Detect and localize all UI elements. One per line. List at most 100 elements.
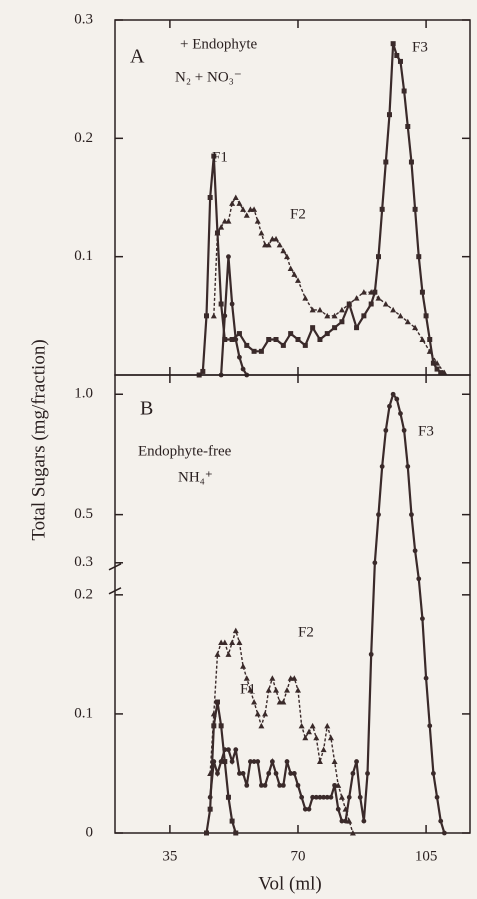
marker xyxy=(218,759,224,764)
y-tick-label: 1.0 xyxy=(74,386,93,402)
marker xyxy=(409,512,414,518)
marker xyxy=(222,747,228,753)
marker xyxy=(327,734,334,741)
annotation: F2 xyxy=(298,624,314,640)
marker xyxy=(346,818,353,824)
marker xyxy=(338,306,345,313)
marker xyxy=(390,306,397,313)
marker xyxy=(210,312,217,319)
marker xyxy=(229,200,236,206)
marker xyxy=(324,722,331,729)
marker xyxy=(207,806,213,812)
x-tick-label: 35 xyxy=(162,848,177,864)
y-tick-label: 0.5 xyxy=(74,506,93,522)
marker xyxy=(214,230,221,236)
marker xyxy=(317,794,323,800)
marker xyxy=(398,411,403,416)
marker xyxy=(379,464,385,469)
marker xyxy=(372,560,378,566)
marker xyxy=(361,313,367,319)
marker xyxy=(372,289,378,295)
annotation: + Endophyte xyxy=(180,36,258,52)
marker xyxy=(434,366,440,372)
marker xyxy=(229,337,235,342)
marker xyxy=(310,325,316,331)
marker xyxy=(258,722,265,729)
marker xyxy=(277,782,283,788)
marker xyxy=(240,366,246,372)
marker xyxy=(222,759,228,765)
marker xyxy=(269,675,276,681)
annotation: NH₄⁺ xyxy=(178,469,213,485)
marker xyxy=(350,771,356,776)
marker xyxy=(306,806,312,812)
marker xyxy=(412,206,418,212)
annotation: F2 xyxy=(290,206,306,222)
marker xyxy=(266,771,272,776)
marker xyxy=(218,723,224,729)
marker xyxy=(353,295,360,301)
marker xyxy=(426,348,433,354)
marker xyxy=(386,112,392,118)
marker xyxy=(320,746,327,753)
marker xyxy=(295,782,301,788)
marker xyxy=(226,254,231,260)
plot-frame xyxy=(114,374,471,834)
marker xyxy=(254,710,261,717)
marker xyxy=(405,124,411,129)
marker xyxy=(284,759,290,764)
x-tick-label: 105 xyxy=(415,848,438,864)
marker xyxy=(368,289,375,295)
marker xyxy=(214,699,220,705)
marker xyxy=(225,651,232,657)
marker xyxy=(266,337,272,342)
panel-label: A xyxy=(130,46,145,68)
marker xyxy=(222,337,228,342)
marker xyxy=(390,391,396,397)
marker xyxy=(262,710,269,717)
marker xyxy=(221,639,228,645)
marker xyxy=(244,782,250,788)
marker xyxy=(309,722,316,729)
marker xyxy=(229,759,235,764)
marker xyxy=(273,771,279,776)
annotation: F3 xyxy=(418,423,434,439)
marker xyxy=(226,747,231,753)
marker xyxy=(237,354,242,360)
marker xyxy=(284,253,291,260)
marker xyxy=(316,758,323,765)
marker xyxy=(232,194,239,200)
marker xyxy=(401,427,407,433)
marker xyxy=(255,759,261,764)
marker xyxy=(405,464,411,469)
marker xyxy=(244,342,250,348)
marker xyxy=(438,370,444,376)
marker xyxy=(309,306,316,313)
marker xyxy=(331,758,338,765)
marker xyxy=(287,265,294,271)
marker xyxy=(233,337,239,342)
marker xyxy=(427,337,433,342)
marker xyxy=(262,782,268,788)
marker xyxy=(441,369,448,376)
marker xyxy=(269,759,275,764)
marker xyxy=(229,818,235,824)
marker xyxy=(419,336,426,342)
marker xyxy=(291,675,298,681)
y-tick-label: 0 xyxy=(86,824,94,840)
marker xyxy=(280,342,286,348)
marker xyxy=(243,675,250,681)
marker xyxy=(211,759,217,764)
marker xyxy=(339,818,345,824)
marker xyxy=(368,651,374,657)
panel-label: B xyxy=(140,398,153,420)
marker xyxy=(354,325,360,331)
marker xyxy=(233,830,239,836)
marker xyxy=(302,295,309,301)
marker xyxy=(229,639,236,645)
marker xyxy=(215,771,220,776)
marker xyxy=(419,289,425,295)
marker xyxy=(328,794,334,800)
marker xyxy=(332,782,337,788)
